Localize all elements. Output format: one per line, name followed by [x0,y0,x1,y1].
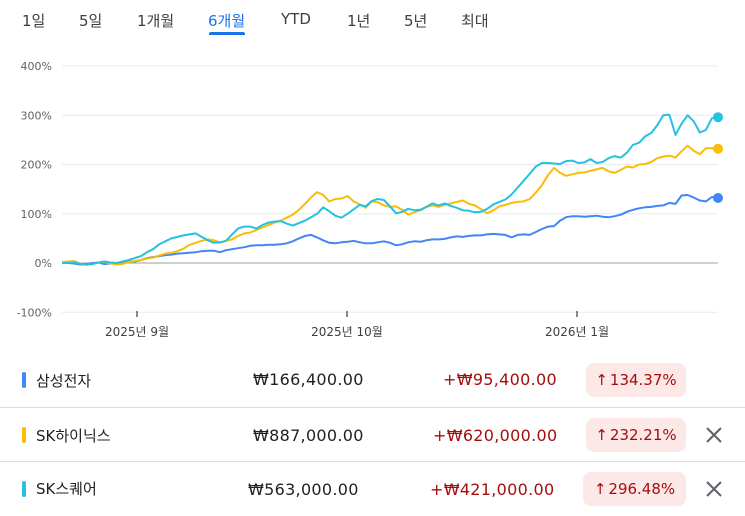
stock-row-skhynix[interactable]: SK하이닉스 ₩887,000.00 +₩620,000.00 ↑ 232.21% [0,407,745,462]
tab-5y[interactable]: 5년 [404,12,428,30]
tab-1y[interactable]: 1년 [347,12,371,30]
percent-change-badge: ↑ 232.21% [586,418,686,452]
y-tick-label: 300% [21,109,52,122]
arrow-up-icon: ↑ [595,426,608,444]
stock-price: ₩166,400.00 [253,370,364,389]
stock-change: +₩421,000.00 [430,480,555,499]
x-axis: 2025년 9월 2025년 10월 2026년 1월 [105,311,609,339]
percent-change: 232.21% [609,426,677,444]
close-icon[interactable] [704,425,724,445]
series-endpoint [713,143,723,154]
comparison-line-chart[interactable]: 400% 300% 200% 100% 0% -100% 2025년 9월 2025년 10… [0,40,745,350]
active-tab-indicator [209,32,245,35]
x-tick-label: 2025년 10월 [311,325,383,339]
stock-name: SK하이닉스 [36,427,111,445]
tab-1d[interactable]: 1일 [22,12,46,30]
y-tick-label: 0% [35,257,52,270]
series-endpoint [713,192,723,203]
chart-series [61,112,723,266]
range-tabs: 1일 5일 1개월 6개월 YTD 1년 5년 최대 [0,0,745,40]
stock-row-sksquare[interactable]: SK스퀘어 ₩563,000.00 +₩421,000.00 ↑ 296.48% [0,461,745,516]
stock-name: SK스퀘어 [36,480,97,498]
series-swatch [22,372,26,388]
tab-ytd[interactable]: YTD [281,10,311,28]
arrow-up-icon: ↑ [595,371,608,389]
arrow-up-icon: ↑ [593,480,607,498]
series-line [62,194,719,266]
stock-row-samsung[interactable]: 삼성전자 ₩166,400.00 +₩95,400.00 ↑ 134.37% [0,353,745,407]
stock-name: 삼성전자 [36,372,92,390]
y-axis-labels: 400% 300% 200% 100% 0% -100% [17,60,52,319]
y-tick-label: 100% [21,208,52,221]
y-tick-label: 400% [21,60,52,73]
percent-change-badge: ↑ 134.37% [586,363,686,397]
x-tick-label: 2026년 1월 [545,325,609,339]
series-swatch [22,427,26,443]
stock-price: ₩887,000.00 [253,426,364,445]
series-line [62,113,719,266]
chart-grid [62,65,718,313]
tab-max[interactable]: 최대 [461,12,489,30]
stock-change: +₩620,000.00 [433,426,558,445]
stock-price: ₩563,000.00 [248,480,359,499]
percent-change: 296.48% [608,480,676,498]
stock-change: +₩95,400.00 [443,370,557,389]
series-swatch [22,481,26,497]
percent-change-badge: ↑ 296.48% [583,472,686,506]
close-icon[interactable] [704,479,724,499]
x-tick-label: 2025년 9월 [105,325,169,339]
tab-1m[interactable]: 1개월 [137,12,175,30]
y-tick-label: 200% [21,159,52,172]
tab-6m[interactable]: 6개월 [208,12,246,30]
y-tick-label: -100% [17,306,52,319]
percent-change: 134.37% [609,371,677,389]
tab-5d[interactable]: 5일 [79,12,103,30]
series-endpoint [713,112,723,123]
